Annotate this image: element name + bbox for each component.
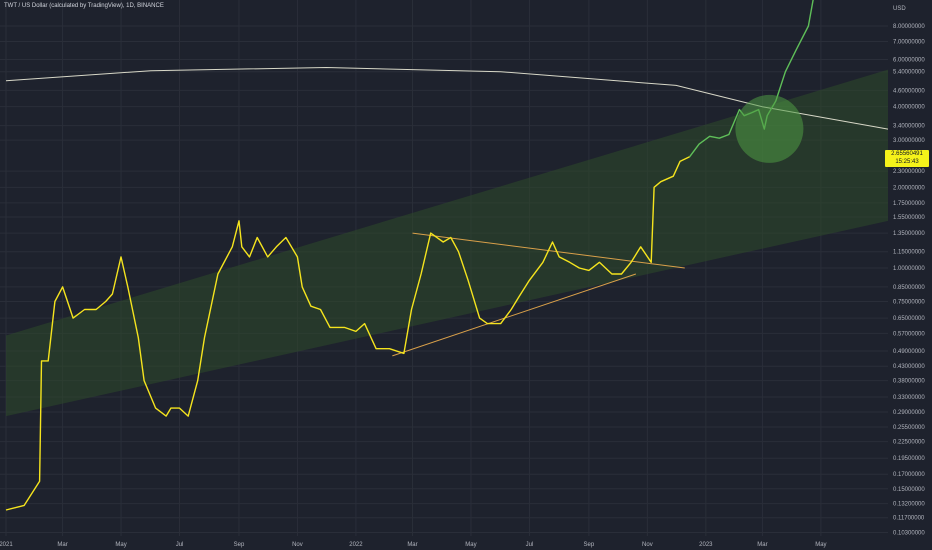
price-tick-label: 2.00000000 bbox=[893, 185, 925, 191]
price-tick-label: 0.22500000 bbox=[893, 440, 925, 446]
price-tick-label: 0.75000000 bbox=[893, 299, 925, 305]
price-tick-label: 1.75000000 bbox=[893, 201, 925, 207]
price-tick-label: 6.00000000 bbox=[893, 57, 925, 63]
price-tick-label: 1.55000000 bbox=[893, 215, 925, 221]
time-tick-label: Jul bbox=[526, 542, 534, 548]
price-tick-label: 0.29000000 bbox=[893, 410, 925, 416]
price-tick-label: 0.49000000 bbox=[893, 349, 925, 355]
bar-countdown: 15:25:43 bbox=[895, 159, 919, 165]
price-tick-label: 8.00000000 bbox=[893, 24, 925, 30]
time-tick-label: Mar bbox=[757, 542, 767, 548]
time-axis[interactable]: 2021 Mar May Jul Sep Nov 2022 Mar May Jul Sep Nov 20… bbox=[0, 536, 888, 550]
price-axis-bg bbox=[888, 0, 932, 550]
time-tick-label: May bbox=[115, 542, 126, 548]
price-tick-label: 0.38000000 bbox=[893, 379, 925, 385]
price-tick-label: 0.85000000 bbox=[893, 285, 925, 291]
time-axis-bg bbox=[0, 536, 888, 550]
price-tick-label: 2.30000000 bbox=[893, 169, 925, 175]
price-tick-label: 0.33000000 bbox=[893, 395, 925, 401]
price-axis[interactable]: USD 8.00000000 7.00000000 6.00000000 5.40000… bbox=[888, 0, 932, 550]
price-tick-label: 0.11700000 bbox=[893, 516, 925, 522]
symbol-title: TWT / US Dollar (calculated by TradingVi… bbox=[4, 3, 164, 9]
price-tick-label: 4.00000000 bbox=[893, 105, 925, 111]
price-tick-label: 1.00000000 bbox=[893, 266, 925, 272]
price-tick-label: 0.57000000 bbox=[893, 331, 925, 337]
price-tick-label: 1.35000000 bbox=[893, 231, 925, 237]
time-tick-label: Mar bbox=[57, 542, 67, 548]
highlight-circle bbox=[735, 94, 804, 163]
time-tick-label: Nov bbox=[292, 542, 303, 548]
time-tick-label: Mar bbox=[407, 542, 417, 548]
price-tick-label: 0.10300000 bbox=[893, 531, 925, 537]
current-price-tag: 2.65560491 15:25:43 bbox=[885, 150, 929, 167]
price-tick-label: 7.00000000 bbox=[893, 40, 925, 46]
price-lines bbox=[5, 0, 889, 511]
time-tick-label: 2021 bbox=[0, 542, 13, 548]
price-axis-currency: USD bbox=[893, 6, 906, 12]
price-tick-label: 0.19500000 bbox=[893, 456, 925, 462]
price-tick-label: 0.13200000 bbox=[893, 502, 925, 508]
current-price: 2.65560491 bbox=[891, 151, 923, 157]
channel-band bbox=[6, 69, 888, 417]
time-tick-label: 2022 bbox=[349, 542, 363, 548]
time-tick-label: Sep bbox=[584, 542, 595, 548]
time-tick-label: 2023 bbox=[699, 542, 713, 548]
trendline-2 bbox=[392, 273, 637, 357]
price-line-past bbox=[5, 156, 690, 511]
time-tick-label: Nov bbox=[642, 542, 653, 548]
price-tick-label: 5.40000000 bbox=[893, 70, 925, 76]
price-tick-label: 0.17000000 bbox=[893, 472, 925, 478]
price-tick-label: 1.15000000 bbox=[893, 250, 925, 256]
time-tick-label: Jul bbox=[176, 542, 184, 548]
price-tick-label: 0.43000000 bbox=[893, 364, 925, 370]
price-tick-label: 0.25500000 bbox=[893, 425, 925, 431]
time-tick-label: Sep bbox=[234, 542, 245, 548]
price-tick-label: 0.15000000 bbox=[893, 487, 925, 493]
time-tick-label: May bbox=[815, 542, 826, 548]
price-tick-label: 3.00000000 bbox=[893, 138, 925, 144]
time-tick-label: May bbox=[465, 542, 476, 548]
price-tick-label: 0.65000000 bbox=[893, 316, 925, 322]
price-tick-label: 3.40000000 bbox=[893, 124, 925, 130]
price-tick-label: 4.60000000 bbox=[893, 88, 925, 94]
regression-channel bbox=[6, 69, 888, 417]
